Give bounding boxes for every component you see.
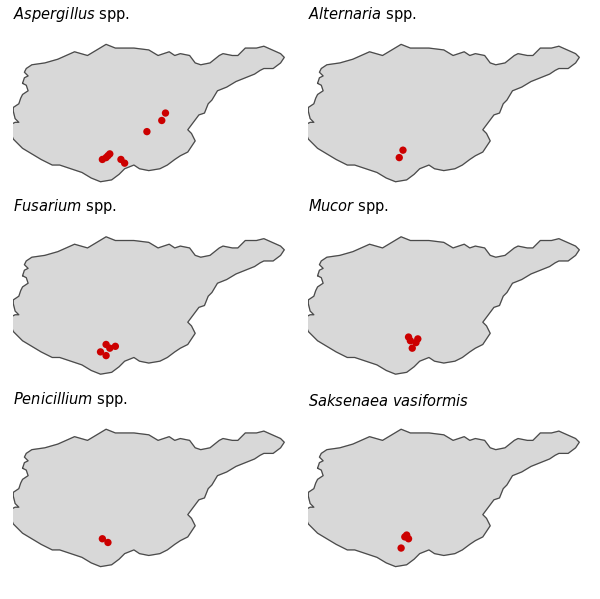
Point: [161, 108, 170, 118]
Point: [404, 534, 413, 543]
Point: [157, 116, 167, 125]
Point: [402, 530, 412, 540]
Text: $\it{Mucor}$ spp.: $\it{Mucor}$ spp.: [308, 198, 389, 216]
Point: [404, 332, 413, 342]
Polygon shape: [305, 429, 579, 567]
Point: [96, 347, 106, 356]
Polygon shape: [10, 237, 284, 374]
Point: [101, 153, 111, 162]
Point: [411, 338, 421, 347]
Polygon shape: [10, 44, 284, 181]
Point: [98, 155, 107, 164]
Polygon shape: [305, 44, 579, 181]
Point: [105, 149, 115, 159]
Text: $\it{Saksenaea\ vasiformis}$: $\it{Saksenaea\ vasiformis}$: [308, 393, 470, 409]
Point: [142, 127, 152, 137]
Point: [110, 341, 120, 351]
Point: [98, 534, 107, 543]
Text: $\it{Aspergillus}$ spp.: $\it{Aspergillus}$ spp.: [13, 5, 130, 24]
Point: [397, 543, 406, 553]
Point: [103, 538, 113, 547]
Point: [105, 343, 115, 353]
Polygon shape: [305, 237, 579, 374]
Point: [103, 151, 113, 161]
Point: [120, 158, 130, 168]
Point: [101, 351, 111, 361]
Text: $\it{Penicillium}$ spp.: $\it{Penicillium}$ spp.: [13, 390, 128, 409]
Point: [406, 336, 415, 346]
Point: [407, 343, 417, 353]
Point: [394, 153, 404, 162]
Text: $\it{Fusarium}$ spp.: $\it{Fusarium}$ spp.: [13, 198, 117, 216]
Text: $\it{Alternaria}$ spp.: $\it{Alternaria}$ spp.: [308, 5, 417, 24]
Polygon shape: [10, 429, 284, 567]
Point: [116, 155, 126, 164]
Point: [413, 334, 422, 344]
Point: [398, 146, 408, 155]
Point: [101, 340, 111, 349]
Point: [400, 532, 410, 541]
